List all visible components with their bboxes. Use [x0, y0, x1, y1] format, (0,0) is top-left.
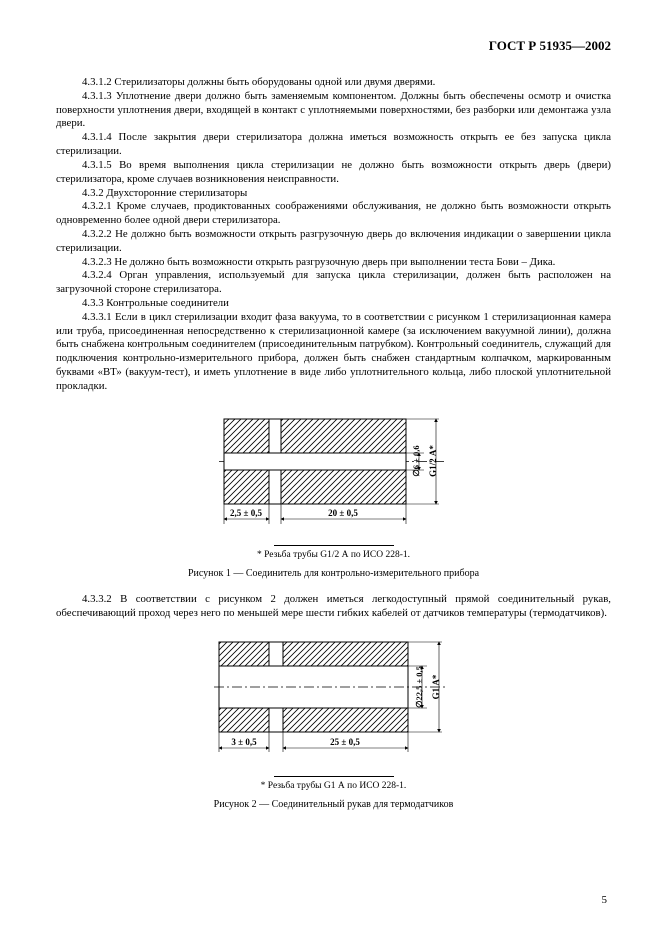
para-4322: 4.3.2.2 Не должно быть возможности откры… — [56, 228, 611, 256]
para-4315: 4.3.1.5 Во время выполнения цикла стерил… — [56, 159, 611, 187]
para-4314: 4.3.1.4 После закрытия двери стерилизато… — [56, 131, 611, 159]
para-4313: 4.3.1.3 Уплотнение двери должно быть зам… — [56, 90, 611, 131]
fig2-dim-dia: ∅22,5 ± 0,5 — [414, 666, 424, 708]
page-number: 5 — [602, 894, 608, 906]
body-text-block: 4.3.1.2 Стерилизаторы должны быть оборуд… — [56, 76, 611, 394]
para-4321: 4.3.2.1 Кроме случаев, продиктованных со… — [56, 200, 611, 228]
figure-2-footnote-rule — [274, 776, 394, 777]
fig1-dim-dia: ∅6 ± 0,6 — [411, 445, 421, 476]
figure-1-svg: 2,5 ± 0,5 20 ± 0,5 ∅6 ± 0,6 G1/2 А* — [214, 404, 454, 534]
para-4324: 4.3.2.4 Орган управления, используемый д… — [56, 269, 611, 297]
fig2-dim-left: 3 ± 0,5 — [231, 737, 257, 747]
standard-header: ГОСТ Р 51935—2002 — [56, 38, 611, 54]
figure-1-footnote-rule — [274, 545, 394, 546]
figure-1-footnote: * Резьба трубы G1/2 А по ИСО 228-1. — [56, 550, 611, 560]
fig2-dim-right: 25 ± 0,5 — [330, 737, 360, 747]
figure-2-svg: 3 ± 0,5 25 ± 0,5 ∅22,5 ± 0,5 G1 А* — [209, 630, 459, 765]
para-4331: 4.3.3.1 Если в цикл стерилизации входит … — [56, 311, 611, 394]
body-text-block-2: 4.3.3.2 В соответствии с рисунком 2 долж… — [56, 593, 611, 621]
para-433: 4.3.3 Контрольные соединители — [56, 297, 611, 311]
para-4332: 4.3.3.2 В соответствии с рисунком 2 долж… — [56, 593, 611, 621]
para-4323: 4.3.2.3 Не должно быть возможности откры… — [56, 256, 611, 270]
figure-2: 3 ± 0,5 25 ± 0,5 ∅22,5 ± 0,5 G1 А* — [56, 630, 611, 770]
figure-1: 2,5 ± 0,5 20 ± 0,5 ∅6 ± 0,6 G1/2 А* — [56, 404, 611, 539]
para-4312: 4.3.1.2 Стерилизаторы должны быть оборуд… — [56, 76, 611, 90]
fig2-dim-thread: G1 А* — [431, 674, 441, 699]
para-432: 4.3.2 Двухсторонние стерилизаторы — [56, 187, 611, 201]
fig1-dim-right: 20 ± 0,5 — [328, 508, 358, 518]
figure-2-footnote: * Резьба трубы G1 А по ИСО 228-1. — [56, 781, 611, 791]
fig1-dim-left: 2,5 ± 0,5 — [230, 508, 262, 518]
figure-2-caption: Рисунок 2 — Соединительный рукав для тер… — [56, 799, 611, 810]
fig1-dim-thread: G1/2 А* — [428, 444, 438, 476]
figure-1-caption: Рисунок 1 — Соединитель для контрольно-и… — [56, 568, 611, 579]
